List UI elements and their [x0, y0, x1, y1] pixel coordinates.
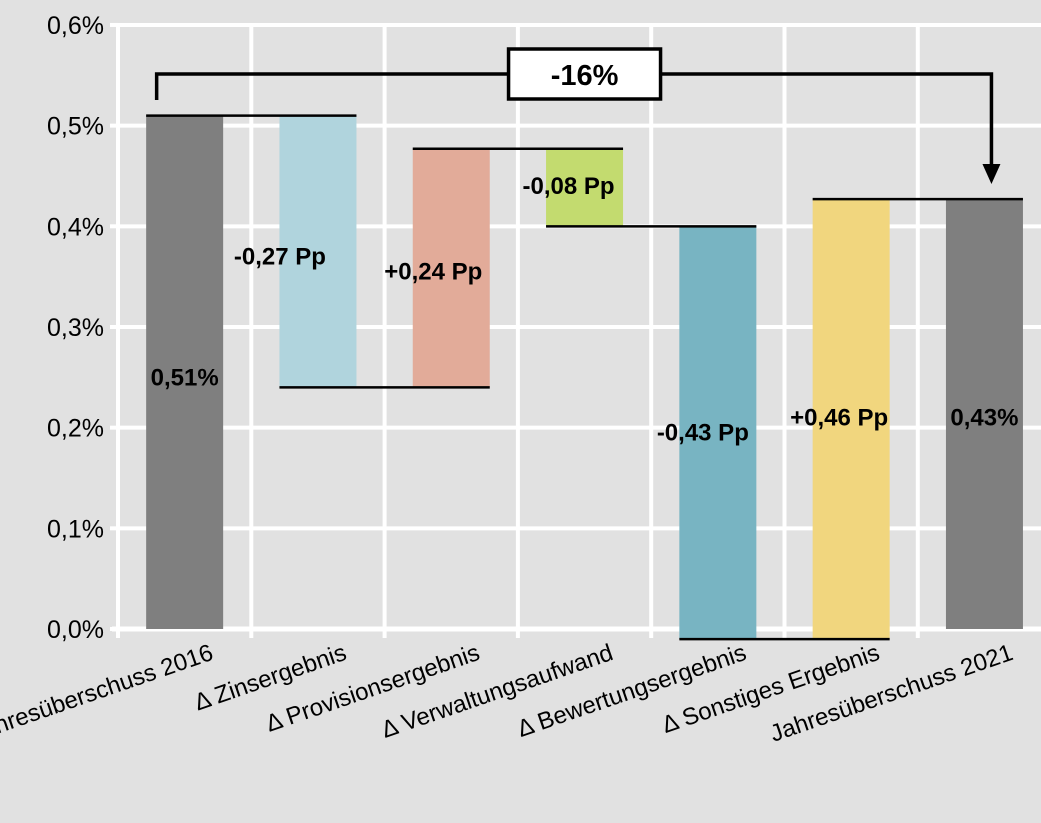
y-tick-label: 0,3% [47, 314, 104, 342]
bar [146, 115, 224, 629]
y-tick-label: 0,5% [47, 113, 104, 141]
y-tick-label: 0,6% [47, 12, 104, 40]
data-label: +0,24 Pp [384, 259, 482, 286]
data-label: -0,27 Pp [234, 244, 326, 271]
bar [546, 148, 624, 227]
callout-box [506, 47, 663, 101]
y-tick-label: 0,0% [47, 616, 104, 644]
data-label: 0,43% [950, 405, 1018, 432]
bar [412, 148, 490, 388]
callout-bracket-left [154, 72, 509, 100]
callout-label: -16% [551, 60, 619, 92]
callout-bracket-right [660, 72, 994, 164]
bar [279, 115, 357, 388]
data-label: 0,51% [151, 364, 219, 391]
y-tick-label: 0,1% [47, 515, 104, 543]
bar [945, 199, 1023, 629]
y-tick-label: 0,4% [47, 213, 104, 241]
data-label: +0,46 Pp [790, 405, 888, 432]
data-label: -0,43 Pp [657, 420, 749, 447]
data-label: -0,08 Pp [523, 173, 615, 200]
bar [679, 226, 757, 640]
y-tick-label: 0,2% [47, 415, 104, 443]
bar [812, 199, 890, 640]
arrow-down-icon [982, 164, 1001, 184]
